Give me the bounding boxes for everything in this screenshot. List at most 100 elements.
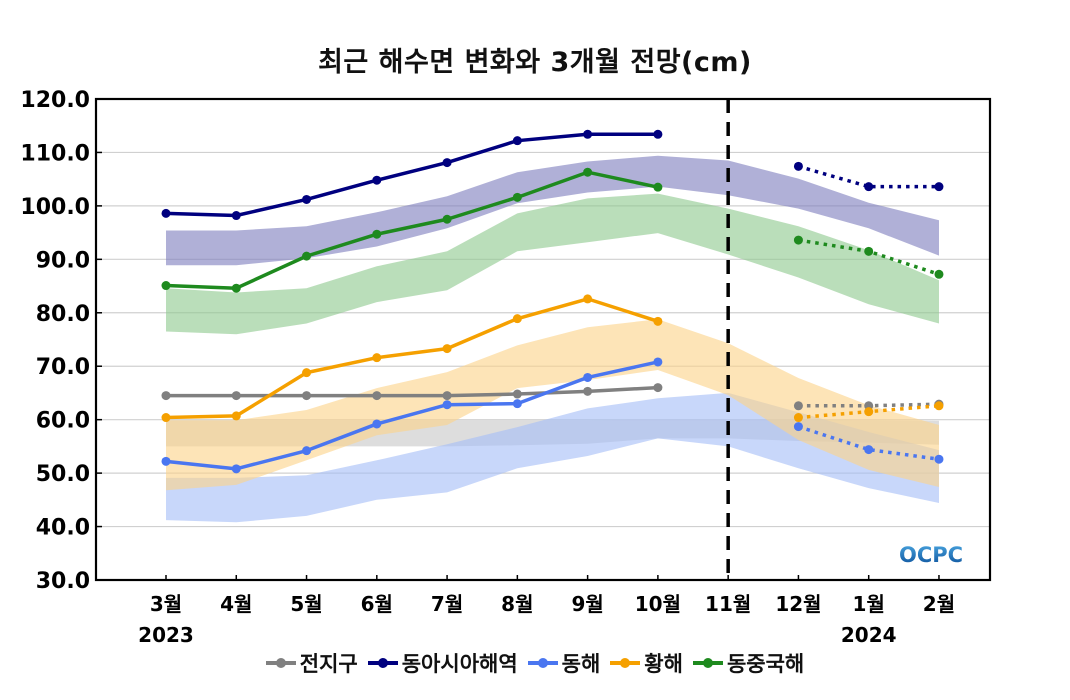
y-tick-label: 30.0 — [36, 569, 90, 594]
point-황해 — [161, 413, 171, 423]
point-황해 — [442, 344, 452, 354]
point-동해 — [653, 357, 663, 367]
legend-item: 동중국해 — [692, 648, 805, 678]
range-bands — [166, 155, 939, 523]
point-동중국해 — [583, 167, 593, 177]
x-tick-label: 7월 — [431, 592, 463, 616]
point-동아시아해역 — [442, 158, 452, 168]
point-동중국해 — [302, 251, 312, 261]
point-황해 — [231, 411, 241, 421]
x-axis: 3월 4월 5월 6월 7월 8월 9월 10월 11월 12월 1월 2월 2023 2024 — [138, 575, 955, 647]
point-전지구 — [442, 391, 452, 401]
x-tick-label: 11월 — [705, 592, 751, 616]
point-전지구 — [302, 391, 312, 401]
point-동중국해 — [653, 182, 663, 192]
ocpc-logo: OCPC — [899, 543, 964, 567]
point-황해 — [512, 314, 522, 324]
point-동아시아해역 — [653, 129, 663, 139]
point-동해 — [583, 372, 593, 382]
x-tick-label: 10월 — [635, 592, 681, 616]
point-전지구 — [161, 391, 171, 401]
legend: 전지구 동아시아해역 동해 황해 동중국해 — [0, 648, 1070, 678]
point-동해 — [512, 399, 522, 409]
y-tick-label: 100.0 — [20, 195, 90, 220]
x-tick-label: 1월 — [853, 592, 885, 616]
point-전지구 — [653, 383, 663, 393]
point-동해 — [231, 464, 241, 474]
point-동해 — [161, 456, 171, 466]
forecast-point-동중국해 — [934, 269, 944, 279]
legend-label: 동해 — [561, 652, 601, 676]
legend-line-marker-icon — [610, 658, 641, 668]
forecast-point-동아시아해역 — [864, 182, 874, 192]
point-황해 — [372, 353, 382, 363]
legend-label: 동중국해 — [726, 652, 805, 676]
band-동아시아해역 — [166, 155, 939, 266]
point-동아시아해역 — [512, 136, 522, 146]
forecast-point-동아시아해역 — [934, 182, 944, 192]
legend-label: 황해 — [644, 652, 683, 676]
legend-item: 황해 — [610, 648, 683, 678]
point-황해 — [302, 368, 312, 378]
y-tick-label: 110.0 — [20, 141, 90, 166]
band-동해 — [166, 392, 939, 523]
y-axis: 120.0 110.0 100.0 90.0 80.0 70.0 60.0 50.0 40.0 3… — [20, 88, 102, 594]
y-tick-label: 90.0 — [36, 248, 90, 273]
y-tick-label: 80.0 — [36, 302, 90, 327]
legend-label: 동아시아해역 — [401, 652, 518, 676]
y-tick-label: 60.0 — [36, 409, 90, 434]
point-동아시아해역 — [302, 194, 312, 204]
x-tick-label: 4월 — [220, 592, 252, 616]
forecast-point-동해 — [934, 454, 944, 464]
forecast-point-황해 — [793, 413, 803, 423]
line-observed-동중국해 — [165, 170, 659, 290]
line-observed-전지구 — [166, 385, 658, 398]
y-tick-label: 120.0 — [20, 88, 90, 113]
point-동중국해 — [161, 281, 171, 291]
plot-frame — [94, 97, 992, 582]
legend-line-marker-icon — [367, 658, 398, 668]
legend-item: 동아시아해역 — [367, 648, 518, 678]
legend-line-marker-icon — [527, 658, 558, 668]
line-forecast-동해 — [797, 424, 940, 461]
chart-title: 최근 해수면 변화와 3개월 전망(cm) — [318, 47, 752, 78]
point-전지구 — [231, 391, 241, 401]
point-동아시아해역 — [161, 208, 171, 218]
point-전지구 — [372, 391, 382, 401]
point-전지구 — [583, 386, 593, 396]
forecast-point-동해 — [864, 445, 874, 455]
line-forecast-동아시아해역 — [797, 164, 939, 189]
point-동해 — [302, 446, 312, 456]
series-lines — [161, 129, 944, 474]
forecast-point-황해 — [934, 401, 944, 411]
band-동중국해 — [166, 193, 939, 335]
legend-item: 전지구 — [265, 648, 358, 678]
y-tick-label: 50.0 — [36, 462, 90, 487]
forecast-point-동중국해 — [864, 246, 874, 256]
x-tick-label: 8월 — [501, 592, 533, 616]
line-observed-황해 — [165, 297, 659, 420]
point-동중국해 — [372, 229, 382, 239]
point-황해 — [583, 294, 593, 304]
point-황해 — [653, 316, 663, 326]
forecast-point-동해 — [793, 422, 803, 432]
line-observed-동해 — [165, 360, 659, 471]
x-tick-label: 12월 — [775, 592, 821, 616]
point-동중국해 — [442, 214, 452, 224]
legend-item: 동해 — [527, 648, 601, 678]
forecast-point-황해 — [864, 407, 874, 417]
point-동해 — [372, 419, 382, 429]
legend-line-marker-icon — [265, 658, 296, 668]
point-동해 — [442, 400, 452, 410]
forecast-point-동중국해 — [793, 235, 803, 245]
legend-label: 전지구 — [299, 652, 358, 676]
point-전지구 — [512, 389, 522, 399]
point-동아시아해역 — [231, 211, 241, 221]
x-tick-label: 2월 — [923, 592, 955, 616]
forecast-point-전지구 — [793, 401, 803, 411]
line-observed-동아시아해역 — [165, 132, 658, 218]
band-황해 — [166, 319, 939, 491]
legend-line-marker-icon — [692, 658, 723, 668]
forecast-point-동아시아해역 — [793, 161, 803, 171]
